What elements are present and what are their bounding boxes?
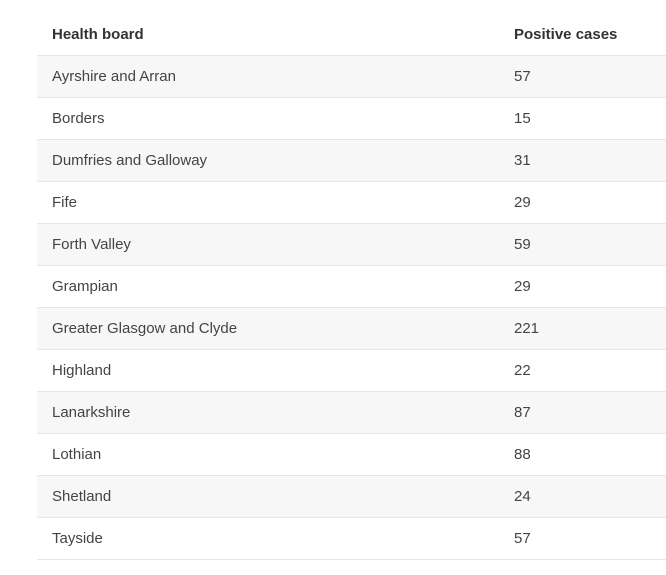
table-row: Fife 29 — [37, 181, 666, 224]
table-body: Ayrshire and Arran 57 Borders 15 Dumfrie… — [37, 55, 666, 560]
health-board-cell: Lanarkshire — [37, 391, 499, 434]
table-row: Lanarkshire 87 — [37, 391, 666, 434]
positive-cases-cell: 57 — [499, 517, 666, 560]
table-row: Ayrshire and Arran 57 — [37, 55, 666, 98]
positive-cases-cell: 57 — [499, 55, 666, 98]
positive-cases-cell: 29 — [499, 181, 666, 224]
health-board-cell: Tayside — [37, 517, 499, 560]
positive-cases-cell: 24 — [499, 475, 666, 518]
positive-cases-cell: 88 — [499, 433, 666, 476]
cases-table-container: Health board Positive cases Ayrshire and… — [37, 13, 666, 560]
table-row: Highland 22 — [37, 349, 666, 392]
health-board-cell: Grampian — [37, 265, 499, 308]
table-row: Tayside 57 — [37, 517, 666, 560]
positive-cases-cell: 59 — [499, 223, 666, 266]
health-board-cell: Ayrshire and Arran — [37, 55, 499, 98]
health-board-cell: Fife — [37, 181, 499, 224]
health-board-cell: Forth Valley — [37, 223, 499, 266]
positive-cases-cell: 22 — [499, 349, 666, 392]
table-row: Greater Glasgow and Clyde 221 — [37, 307, 666, 350]
table-row: Forth Valley 59 — [37, 223, 666, 266]
health-board-cell: Lothian — [37, 433, 499, 476]
positive-cases-cell: 31 — [499, 139, 666, 182]
header-row: Health board Positive cases — [37, 13, 666, 56]
positive-cases-cell: 15 — [499, 97, 666, 140]
health-board-cell: Highland — [37, 349, 499, 392]
table-row: Shetland 24 — [37, 475, 666, 518]
table-row: Dumfries and Galloway 31 — [37, 139, 666, 182]
header-health-board: Health board — [37, 13, 499, 56]
table-header: Health board Positive cases — [37, 13, 666, 56]
table-row: Lothian 88 — [37, 433, 666, 476]
table-row: Grampian 29 — [37, 265, 666, 308]
positive-cases-cell: 221 — [499, 307, 666, 350]
health-board-cell: Borders — [37, 97, 499, 140]
health-board-cell: Dumfries and Galloway — [37, 139, 499, 182]
header-positive-cases: Positive cases — [499, 13, 666, 56]
table-row: Borders 15 — [37, 97, 666, 140]
health-board-cell: Greater Glasgow and Clyde — [37, 307, 499, 350]
positive-cases-cell: 29 — [499, 265, 666, 308]
health-board-cell: Shetland — [37, 475, 499, 518]
positive-cases-cell: 87 — [499, 391, 666, 434]
cases-table: Health board Positive cases Ayrshire and… — [37, 13, 666, 560]
